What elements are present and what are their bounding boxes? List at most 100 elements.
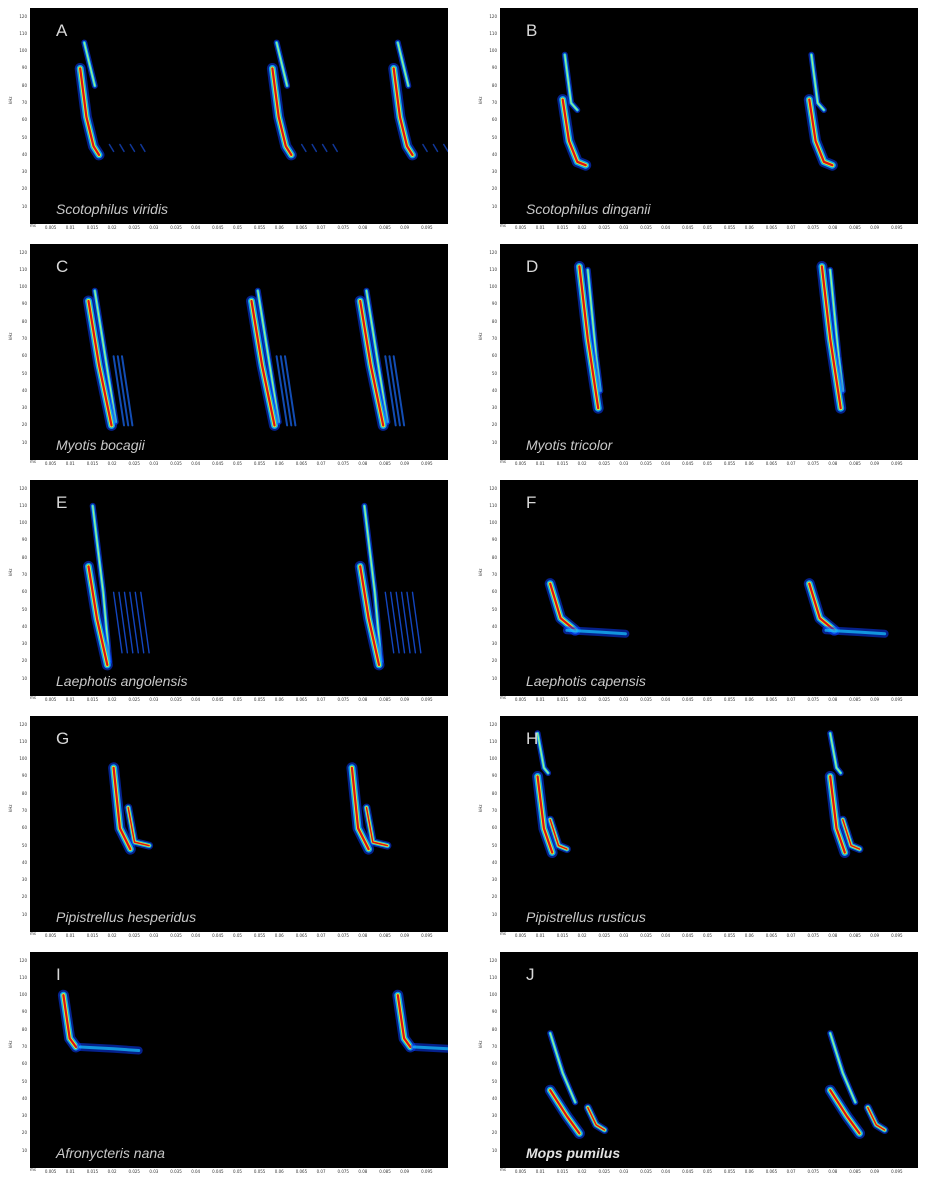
y-tick-label: 80 xyxy=(21,318,27,324)
y-tick-label: 110 xyxy=(19,266,27,272)
x-tick-label: 0.015 xyxy=(556,1169,569,1174)
echo-trace xyxy=(392,355,406,427)
x-axis-unit: ms xyxy=(500,931,506,936)
x-axis-unit: ms xyxy=(30,459,36,464)
x-tick-label: 0.085 xyxy=(379,933,391,938)
y-tick-label: 60 xyxy=(21,1061,27,1067)
x-tick-label: 0.01 xyxy=(535,933,545,938)
echo-trace xyxy=(384,591,395,654)
y-axis: 120 110 100 90 80 70 60 50 40 30 20 10 kHz xyxy=(478,952,500,1168)
y-axis: 120 110 100 90 80 70 60 50 40 30 20 10 kHz xyxy=(8,8,30,224)
x-tick-label: 0.01 xyxy=(65,697,75,702)
x-tick-label: 0.08 xyxy=(828,1169,838,1174)
y-tick-label: 50 xyxy=(21,134,27,140)
x-tick-label: 0.03 xyxy=(149,697,159,702)
y-tick-label: 30 xyxy=(21,641,27,647)
y-tick-label: 70 xyxy=(21,336,27,342)
y-tick-label: 60 xyxy=(21,353,27,359)
spectrogram-plot: G Pipistrellus hesperidus xyxy=(30,716,448,932)
tail-mid xyxy=(413,1045,448,1051)
x-tick-label: 0.085 xyxy=(849,933,861,938)
x-tick-label: 0.03 xyxy=(619,461,629,466)
x-tick-label: 0.09 xyxy=(870,697,880,702)
x-tick-label: 0.015 xyxy=(556,225,569,230)
x-axis: 0.005 0.01 0.015 0.02 0.025 0.03 0.035 0.04 0.04… xyxy=(30,931,448,946)
x-tick-label: 0.095 xyxy=(421,1169,433,1174)
x-tick-label: 0.03 xyxy=(149,461,159,466)
call-core xyxy=(549,582,577,632)
y-axis-unit: kHz xyxy=(8,332,13,340)
y-tick-label: 40 xyxy=(491,1095,497,1101)
x-tick-label: 0.07 xyxy=(316,933,326,938)
y-tick-label: 40 xyxy=(21,151,27,157)
x-tick-label: 0.06 xyxy=(274,933,284,938)
x-tick-label: 0.05 xyxy=(233,461,242,466)
y-tick-label: 100 xyxy=(19,520,27,526)
spectrogram-calls xyxy=(544,578,889,638)
y-tick-label: 30 xyxy=(21,169,27,175)
x-tick-label: 0.065 xyxy=(765,933,778,938)
y-tick-label: 100 xyxy=(489,992,497,998)
harmonic-inner xyxy=(257,290,280,423)
x-tick-label: 0.04 xyxy=(661,1169,671,1174)
x-tick-label: 0.095 xyxy=(891,933,903,938)
x-tick-label: 0.08 xyxy=(828,933,838,938)
x-tick-label: 0.02 xyxy=(107,461,117,466)
echo-trace xyxy=(311,143,318,153)
x-tick-label: 0.025 xyxy=(128,1169,140,1174)
call-core xyxy=(250,299,276,427)
spectrogram-panel-f: 120 110 100 90 80 70 60 50 40 30 20 10 kHz F Laephotis… xyxy=(478,480,918,712)
x-axis-unit: ms xyxy=(500,1167,506,1172)
x-axis: 0.005 0.01 0.015 0.02 0.025 0.03 0.035 0.04 0.04… xyxy=(30,459,448,474)
y-tick-label: 90 xyxy=(491,1009,497,1015)
y-tick-label: 80 xyxy=(21,554,27,560)
echo-trace xyxy=(332,143,338,153)
x-tick-label: 0.06 xyxy=(274,1169,284,1174)
y-tick-label: 90 xyxy=(491,65,497,71)
y-axis-unit: kHz xyxy=(478,332,483,340)
x-tick-label: 0.01 xyxy=(65,933,75,938)
y-tick-label: 60 xyxy=(21,117,27,123)
spectrogram-panel-b: 120 110 100 90 80 70 60 50 40 30 20 10 kHz B Scotophil… xyxy=(478,8,918,240)
echo-trace xyxy=(275,355,289,427)
x-tick-label: 0.015 xyxy=(86,1169,99,1174)
x-tick-label: 0.065 xyxy=(295,1169,308,1174)
call-core xyxy=(359,299,385,427)
call-core xyxy=(127,806,150,847)
echo-trace xyxy=(279,355,293,427)
echo-trace xyxy=(432,143,439,153)
panel-letter: E xyxy=(56,493,68,512)
spectrogram-panel-a: 120 110 100 90 80 70 60 50 40 30 20 10 kHz A Scotophil… xyxy=(8,8,448,240)
x-tick-label: 0.08 xyxy=(358,1169,368,1174)
y-tick-label: 30 xyxy=(21,877,27,883)
x-tick-label: 0.045 xyxy=(212,1169,224,1174)
y-tick-label: 20 xyxy=(21,894,27,900)
spectrogram-plot: E Laephotis angolensis xyxy=(30,480,448,696)
x-tick-label: 0.04 xyxy=(191,1169,201,1174)
x-axis: 0.005 0.01 0.015 0.02 0.025 0.03 0.035 0.04 0.04… xyxy=(30,223,448,238)
x-tick-label: 0.08 xyxy=(358,461,368,466)
x-tick-label: 0.075 xyxy=(807,1169,819,1174)
x-tick-label: 0.045 xyxy=(212,225,224,230)
y-tick-label: 50 xyxy=(21,1078,27,1084)
spectrogram-panel-i: 120 110 100 90 80 70 60 50 40 30 20 10 kHz I Afronycte… xyxy=(8,952,448,1182)
species-label: Pipistrellus hesperidus xyxy=(56,909,197,925)
y-axis-unit: kHz xyxy=(478,1040,483,1048)
x-tick-label: 0.06 xyxy=(744,933,754,938)
y-tick-label: 20 xyxy=(21,186,27,192)
x-tick-label: 0.035 xyxy=(640,225,652,230)
x-tick-label: 0.015 xyxy=(86,225,99,230)
y-tick-label: 100 xyxy=(19,756,27,762)
y-tick-label: 70 xyxy=(491,1044,497,1050)
panel-letter: A xyxy=(56,21,68,40)
x-tick-label: 0.02 xyxy=(577,933,587,938)
y-tick-label: 120 xyxy=(19,721,27,727)
echo-trace xyxy=(123,591,134,654)
y-tick-label: 90 xyxy=(21,301,27,307)
y-tick-label: 50 xyxy=(21,606,27,612)
y-tick-label: 10 xyxy=(491,675,497,681)
y-axis: 120 110 100 90 80 70 60 50 40 30 20 10 kHz xyxy=(8,952,30,1168)
x-tick-label: 0.07 xyxy=(786,1169,796,1174)
y-tick-label: 40 xyxy=(491,623,497,629)
spectrogram-panel-d: 120 110 100 90 80 70 60 50 40 30 20 10 kHz D Myotis tr… xyxy=(478,244,918,476)
